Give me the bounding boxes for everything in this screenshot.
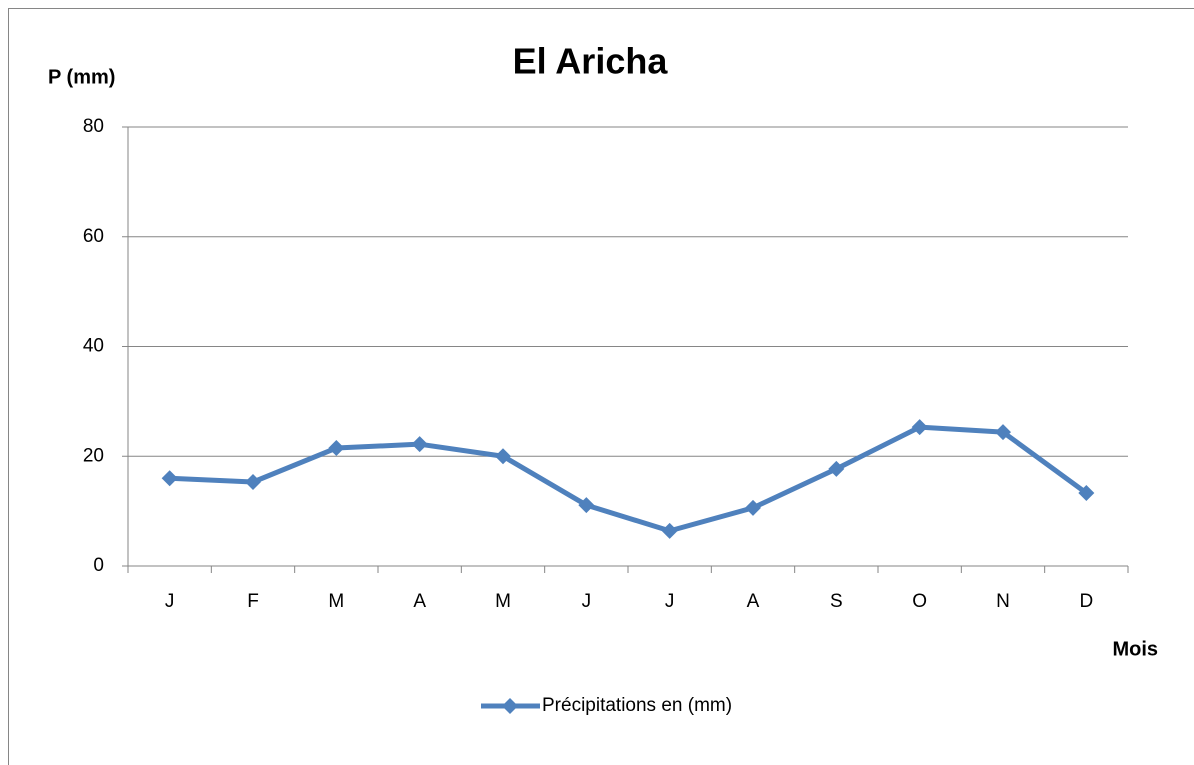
data-point [161, 470, 178, 487]
x-tick-label: S [830, 591, 843, 612]
data-point [661, 522, 678, 539]
series-line [169, 424, 1088, 534]
data-point [245, 474, 261, 491]
legend-label: Précipitations en (mm) [542, 695, 732, 716]
data-point [495, 448, 511, 465]
x-tick-label: D [1079, 591, 1093, 612]
y-tick-label: 80 [83, 116, 104, 137]
x-tick-label: A [413, 591, 426, 612]
data-point [995, 424, 1011, 441]
y-axis-label: P (mm) [48, 66, 115, 88]
data-point [911, 419, 928, 436]
data-point [328, 440, 345, 457]
data-point [1078, 485, 1095, 502]
y-tick-label: 20 [83, 445, 104, 466]
chart-title: El Aricha [513, 41, 669, 82]
x-tick-label: M [328, 591, 344, 612]
x-tick-label: J [665, 591, 675, 612]
data-point [411, 436, 428, 453]
x-tick-label: O [912, 591, 927, 612]
x-tick-label: J [165, 591, 175, 612]
y-tick-label: 0 [93, 555, 104, 576]
x-tick-label: F [247, 591, 259, 612]
x-tick-label: M [495, 591, 511, 612]
data-point [578, 497, 595, 514]
y-tick-label: 40 [83, 336, 104, 357]
x-tick-label: J [582, 591, 592, 612]
y-tick-label: 60 [83, 226, 104, 247]
data-point [745, 499, 761, 516]
x-tick-label: A [747, 591, 760, 612]
x-axis-label: Mois [1112, 638, 1158, 660]
chart-frame [8, 8, 1194, 765]
x-tick-label: N [996, 591, 1010, 612]
data-point [828, 460, 845, 477]
legend-marker [502, 698, 518, 714]
